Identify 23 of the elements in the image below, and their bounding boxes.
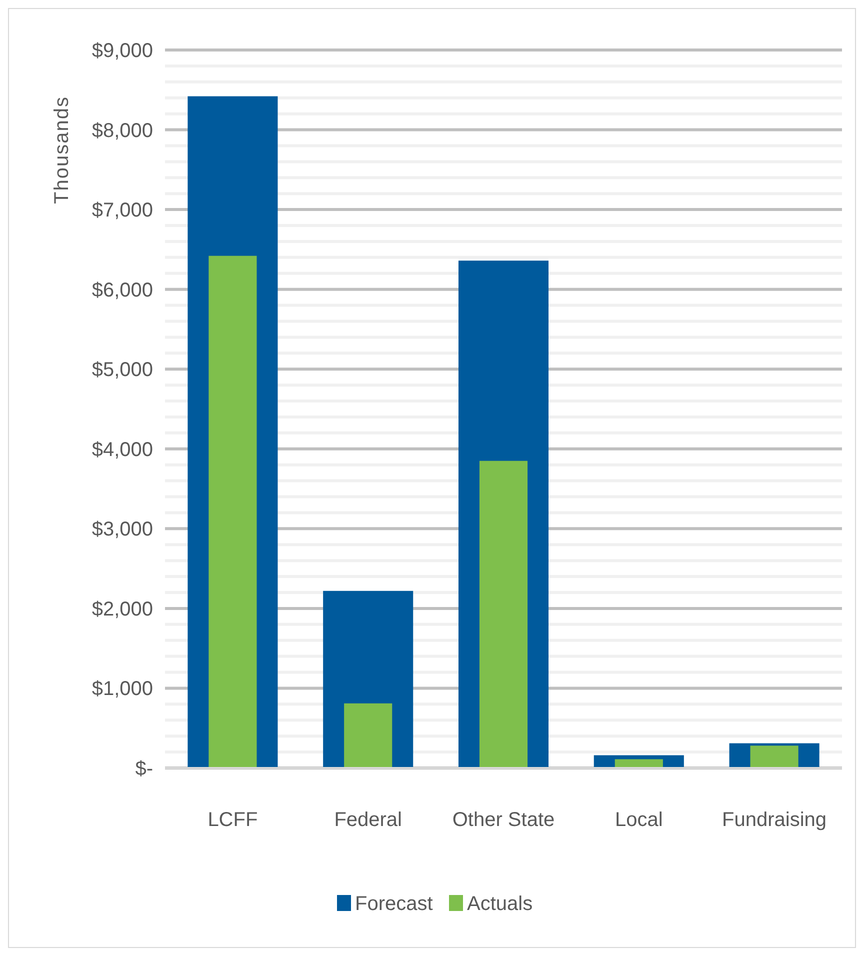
y-tick-label: $4,000 [92, 438, 153, 461]
bar [208, 256, 257, 768]
y-tick-label: $1,000 [92, 678, 153, 700]
y-tick-label: $3,000 [92, 518, 153, 541]
x-tick-label: LCFF [208, 809, 258, 831]
x-tick-label: Local [614, 809, 663, 831]
y-tick-label: $7,000 [92, 200, 153, 222]
x-tick-label: Federal [334, 809, 402, 831]
y-tick-label: $5,000 [92, 359, 153, 382]
x-tick-label: Other State [452, 809, 555, 831]
bar [344, 703, 392, 768]
y-tick-label: $- [135, 758, 153, 780]
y-tick-label: $9,000 [92, 40, 153, 62]
bar [750, 746, 798, 768]
y-axis-title: Thousands [51, 96, 73, 204]
x-tick-label: Fundraising [722, 809, 827, 831]
y-tick-label: $8,000 [92, 120, 153, 142]
legend-label: Forecast [355, 893, 434, 915]
bar [614, 759, 663, 768]
y-tick-label: $6,000 [92, 279, 153, 302]
bar [479, 460, 528, 768]
y-tick-label: $2,000 [92, 598, 153, 620]
legend-label: Actuals [467, 893, 533, 915]
